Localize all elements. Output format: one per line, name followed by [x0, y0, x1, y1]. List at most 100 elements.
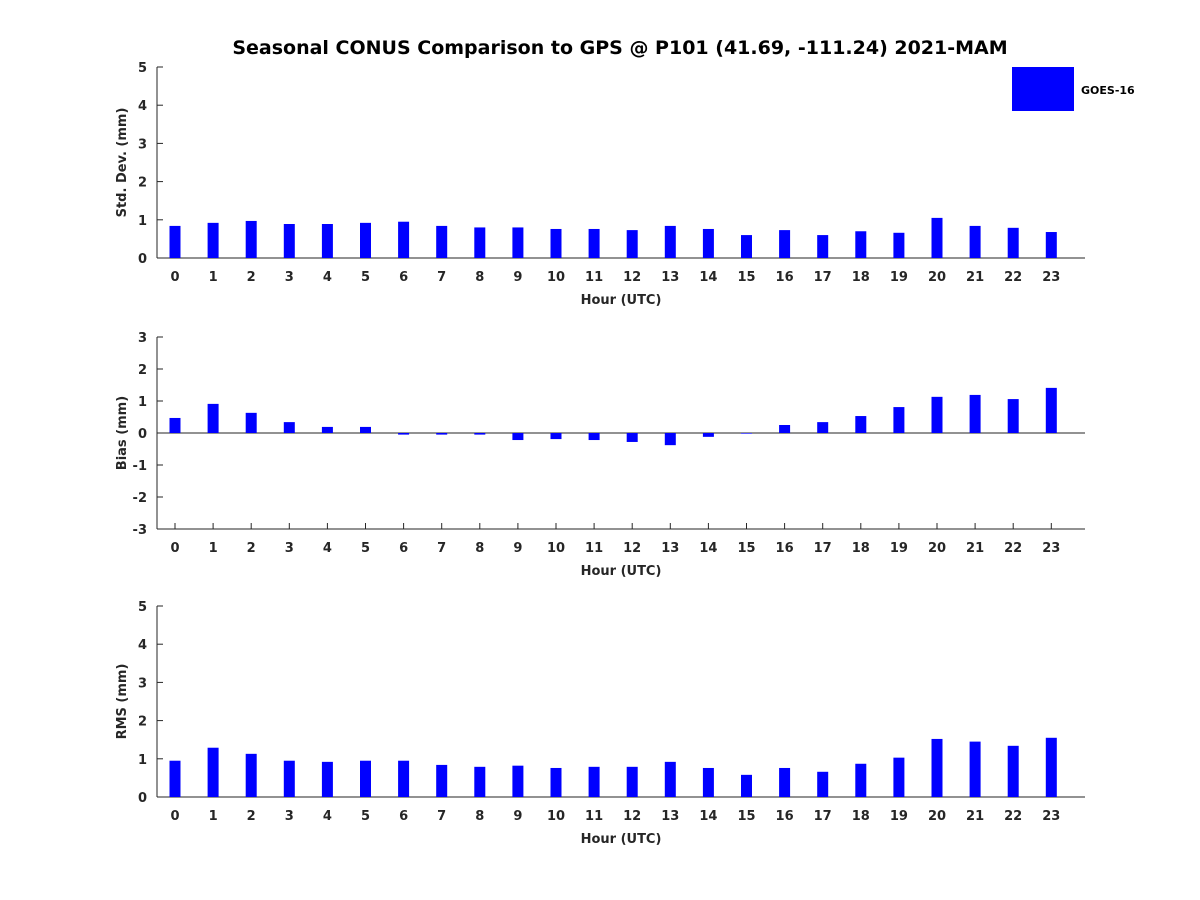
x-tick-label: 19: [890, 809, 908, 824]
bar: [931, 396, 943, 433]
bar: [398, 760, 410, 797]
y-tick-label: 2: [138, 176, 147, 191]
x-tick-label: 5: [361, 270, 370, 285]
x-axis-label: Hour (UTC): [581, 832, 662, 847]
x-tick-label: 17: [814, 541, 832, 556]
bar: [588, 228, 600, 258]
bar: [588, 766, 600, 797]
bar: [779, 230, 791, 258]
x-tick-label: 22: [1004, 541, 1022, 556]
bar: [283, 224, 295, 258]
bar: [474, 766, 486, 797]
bar: [855, 416, 867, 433]
bar: [702, 228, 714, 258]
x-tick-label: 9: [513, 541, 522, 556]
bar: [283, 422, 295, 433]
x-tick-label: 7: [437, 270, 446, 285]
x-axis-label: Hour (UTC): [581, 564, 662, 579]
x-tick-label: 14: [699, 541, 717, 556]
y-tick-label: 4: [138, 99, 147, 114]
x-tick-label: 13: [661, 270, 679, 285]
y-tick-label: -3: [133, 523, 147, 538]
bar: [436, 433, 448, 435]
y-tick-label: 0: [138, 791, 147, 806]
x-tick-label: 8: [475, 270, 484, 285]
bar: [969, 225, 981, 258]
bar: [588, 433, 600, 441]
bar: [664, 225, 676, 258]
y-axis-label: Std. Dev. (mm): [115, 108, 130, 218]
bar: [969, 741, 981, 797]
x-tick-label: 4: [323, 809, 332, 824]
x-tick-label: 10: [547, 270, 565, 285]
x-tick-label: 20: [928, 541, 946, 556]
x-tick-label: 4: [323, 270, 332, 285]
legend-label: GOES-16: [1081, 84, 1135, 97]
x-tick-label: 10: [547, 809, 565, 824]
x-tick-label: 19: [890, 270, 908, 285]
x-tick-label: 8: [475, 809, 484, 824]
x-tick-label: 11: [585, 270, 603, 285]
x-tick-label: 20: [928, 270, 946, 285]
x-tick-label: 9: [513, 270, 522, 285]
x-tick-label: 6: [399, 809, 408, 824]
bar: [207, 747, 219, 797]
bar: [931, 217, 943, 258]
bar: [474, 227, 486, 258]
bar: [512, 765, 524, 797]
x-tick-label: 0: [170, 270, 179, 285]
x-tick-label: 6: [399, 270, 408, 285]
y-axis-label: Bias (mm): [115, 396, 130, 470]
x-tick-label: 21: [966, 541, 984, 556]
x-tick-label: 16: [776, 270, 794, 285]
bar: [893, 232, 905, 258]
x-tick-label: 1: [209, 809, 218, 824]
bar: [207, 222, 219, 258]
bar: [931, 738, 943, 797]
bar: [1045, 387, 1057, 433]
bar: [283, 760, 295, 797]
x-tick-label: 1: [209, 541, 218, 556]
bar: [1007, 227, 1019, 258]
x-tick-label: 12: [623, 541, 641, 556]
bar: [664, 433, 676, 446]
x-tick-label: 4: [323, 541, 332, 556]
x-tick-label: 17: [814, 270, 832, 285]
x-tick-label: 3: [285, 270, 294, 285]
bar: [398, 433, 410, 435]
x-tick-label: 9: [513, 809, 522, 824]
y-tick-label: 5: [138, 61, 147, 76]
x-tick-label: 7: [437, 809, 446, 824]
x-tick-label: 3: [285, 809, 294, 824]
x-tick-label: 0: [170, 541, 179, 556]
x-tick-label: 23: [1042, 541, 1060, 556]
y-tick-label: 2: [138, 363, 147, 378]
x-tick-label: 11: [585, 809, 603, 824]
bar: [1007, 399, 1019, 433]
bar: [893, 407, 905, 433]
bar: [398, 221, 410, 258]
y-tick-label: -1: [133, 459, 147, 474]
bar: [1045, 737, 1057, 797]
y-tick-label: 5: [138, 600, 147, 615]
y-tick-label: 1: [138, 753, 147, 768]
bar: [321, 224, 333, 258]
x-tick-label: 16: [776, 541, 794, 556]
y-tick-label: 0: [138, 427, 147, 442]
bar: [321, 426, 333, 433]
x-tick-label: 22: [1004, 270, 1022, 285]
x-tick-label: 1: [209, 270, 218, 285]
bar: [550, 433, 562, 440]
x-tick-label: 11: [585, 541, 603, 556]
x-tick-label: 12: [623, 270, 641, 285]
bar: [779, 425, 791, 433]
x-tick-label: 8: [475, 541, 484, 556]
x-tick-label: 3: [285, 541, 294, 556]
bar: [664, 761, 676, 797]
bar: [550, 767, 562, 797]
x-tick-label: 13: [661, 541, 679, 556]
